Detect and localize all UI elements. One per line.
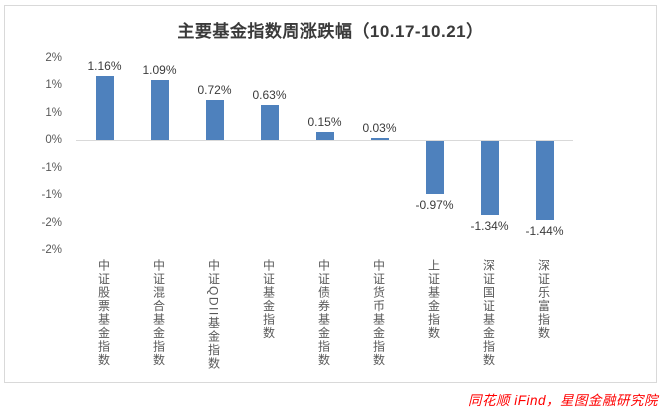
bar bbox=[370, 138, 389, 140]
y-axis-tick-label: -2% bbox=[41, 216, 62, 229]
y-axis-tick-label: 1% bbox=[45, 79, 62, 91]
y-axis-tick-label: 1% bbox=[45, 106, 62, 119]
bar bbox=[315, 131, 334, 140]
category-label: 中证混合基金指数 bbox=[151, 259, 166, 367]
bar-value-label: 0.63% bbox=[252, 88, 287, 103]
category-label: 中证QDII基金指数 bbox=[206, 259, 221, 371]
bar-value-label: 1.09% bbox=[142, 63, 177, 78]
category-label: 上证基金指数 bbox=[426, 259, 441, 340]
bar bbox=[425, 141, 444, 195]
bar bbox=[535, 141, 554, 221]
y-axis-tick-label: -1% bbox=[41, 161, 62, 174]
y-axis-tick-label: -2% bbox=[41, 244, 62, 256]
bar bbox=[260, 105, 279, 140]
bar-value-label: -1.44% bbox=[525, 224, 564, 239]
category-label: 中证基金指数 bbox=[261, 259, 276, 340]
chart-title: 主要基金指数周涨跌幅（10.17-10.21） bbox=[177, 22, 484, 41]
bar bbox=[150, 80, 169, 140]
bar bbox=[95, 76, 114, 140]
category-label: 深证国证基金指数 bbox=[481, 259, 496, 367]
category-label: 深证乐富指数 bbox=[536, 259, 551, 340]
y-axis-tick-label: -1% bbox=[41, 189, 62, 201]
bar-value-label: 0.72% bbox=[197, 83, 232, 98]
bar-value-label: 1.16% bbox=[87, 59, 122, 74]
bar bbox=[205, 100, 224, 140]
y-axis-tick-label: 2% bbox=[45, 51, 62, 64]
bar-value-label: -1.34% bbox=[470, 218, 509, 233]
category-label: 中证股票基金指数 bbox=[96, 259, 111, 367]
y-axis-tick-label: 0% bbox=[45, 134, 62, 146]
source-credit: 同花顺 iFind，星图金融研究院 bbox=[467, 393, 658, 408]
bar-value-label: -0.97% bbox=[415, 198, 454, 213]
bar-value-label: 0.03% bbox=[362, 121, 397, 135]
bar-value-label: 0.15% bbox=[307, 114, 342, 129]
zero-gridline bbox=[76, 140, 573, 141]
category-label: 中证货币基金指数 bbox=[371, 259, 386, 367]
category-label: 中证债券基金指数 bbox=[316, 259, 331, 367]
bar bbox=[480, 141, 499, 215]
